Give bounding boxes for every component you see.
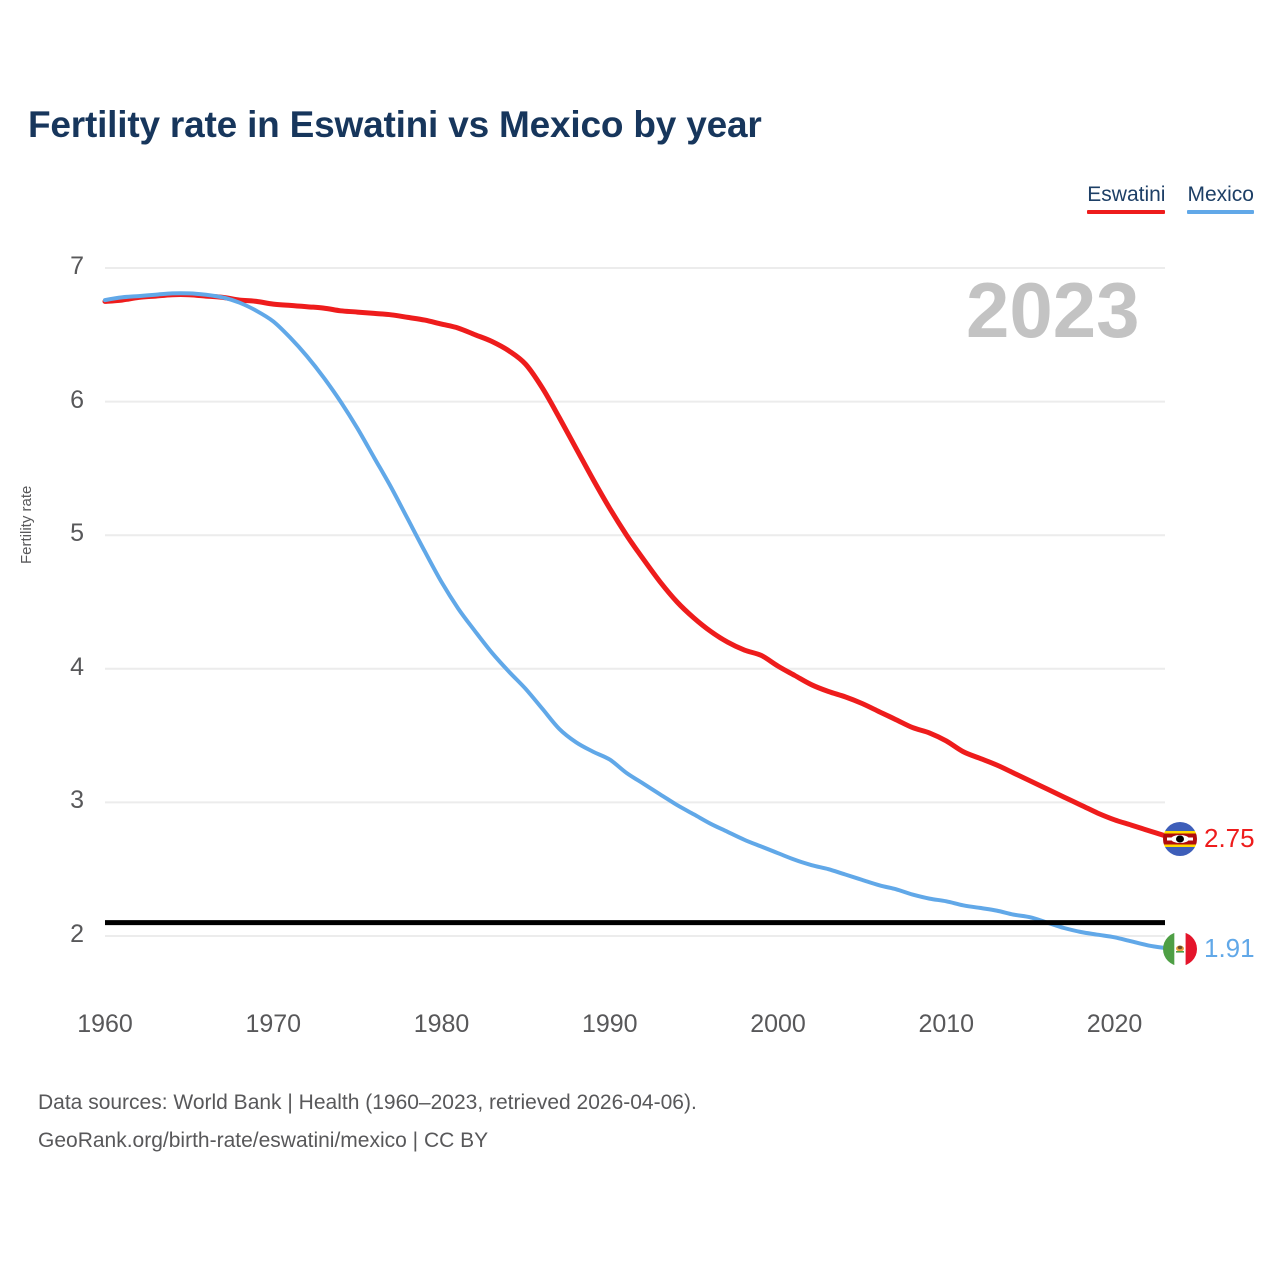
y-tick-label: 2 [70,920,84,948]
series-line-mexico [103,291,1167,950]
y-tick-label: 5 [70,519,84,548]
page-title: Fertility rate in Eswatini vs Mexico by … [28,104,762,145]
x-tick-label: 1970 [245,1010,302,1038]
eswatini-end-value: 2.75 [1204,823,1255,853]
legend-item-eswatini[interactable]: Eswatini [1087,183,1166,214]
x-tick-label: 2020 [1086,1010,1143,1038]
y-tick-label: 4 [70,652,84,681]
footer-sources: Data sources: World Bank | Health (1960–… [38,1084,697,1160]
y-tick-label: 3 [70,786,84,815]
mexico-end-value: 1.91 [1204,933,1255,963]
legend-color-swatch-mexico [1187,210,1254,214]
y-axis-title: Fertility rate [18,485,35,564]
series-lines [102,291,1168,950]
x-tick-label: 1980 [413,1010,470,1038]
y-tick-label: 7 [70,252,84,280]
gridlines [105,267,1165,937]
mexico-flag-icon [1163,932,1197,966]
legend-item-mexico[interactable]: Mexico [1187,183,1254,214]
series-line-eswatini [102,292,1168,839]
legend-label-mexico: Mexico [1187,183,1254,206]
x-tick-label: 1990 [581,1010,638,1038]
year-watermark: 2023 [966,266,1140,354]
x-tick-label: 1960 [77,1010,133,1038]
chart-legend: Eswatini Mexico [1087,183,1254,214]
footer-line-2: GeoRank.org/birth-rate/eswatini/mexico |… [38,1129,489,1152]
footer-line-1: Data sources: World Bank | Health (1960–… [38,1091,697,1114]
x-tick-label: 2010 [918,1010,975,1038]
x-tick-label: 2000 [750,1010,806,1038]
legend-color-swatch-eswatini [1087,210,1166,214]
eswatini-flag-icon [1163,822,1197,856]
legend-label-eswatini: Eswatini [1087,183,1166,206]
y-tick-label: 6 [70,385,84,414]
